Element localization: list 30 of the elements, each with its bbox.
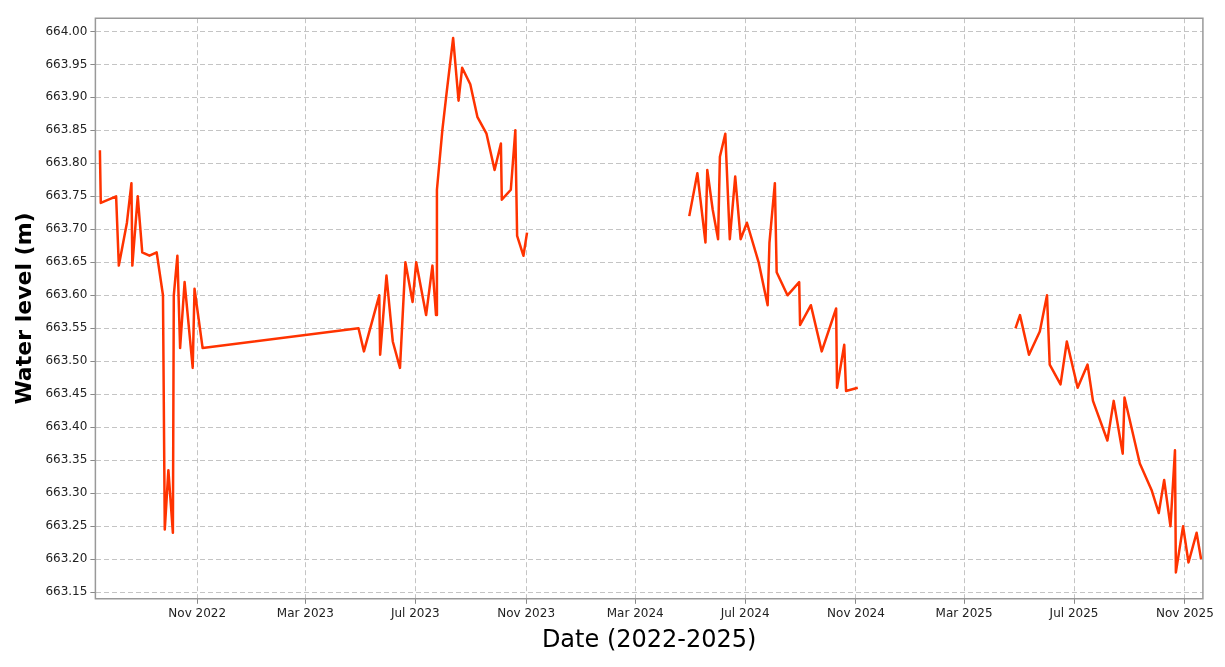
y-tick-label: 663.15 [45, 584, 88, 599]
y-tick-label: 663.40 [45, 419, 88, 434]
y-tick-label: 663.85 [45, 122, 88, 137]
y-tick-label: 663.45 [45, 386, 88, 401]
x-tick-label: Nov 2024 [827, 606, 885, 621]
x-tick-label: Mar 2023 [276, 606, 334, 621]
y-tick-label: 663.30 [45, 485, 88, 500]
x-tick-label: Nov 2023 [497, 606, 556, 621]
x-tick-label: Jul 2024 [719, 606, 770, 621]
y-tick-label: 663.25 [45, 518, 88, 533]
y-tick-label: 663.70 [45, 221, 88, 236]
y-tick-label: 663.55 [45, 320, 88, 335]
y-tick-label: 663.35 [45, 452, 88, 467]
y-tick-label: 664.00 [45, 23, 88, 38]
x-tick-label: Mar 2025 [935, 606, 993, 621]
x-tick-label: Nov 2022 [168, 606, 227, 621]
y-tick-label: 663.80 [45, 155, 88, 170]
y-axis-title: Water level (m) [10, 212, 36, 405]
x-tick-label: Mar 2024 [606, 606, 664, 621]
y-tick-label: 663.65 [45, 254, 88, 269]
y-tick-label: 663.95 [45, 56, 88, 71]
y-tick-label: 663.60 [45, 287, 88, 302]
y-tick-label: 663.90 [45, 89, 88, 104]
x-axis-title: Date (2022-2025) [541, 624, 757, 653]
x-tick-label: Jul 2025 [1048, 606, 1099, 621]
y-tick-label: 663.50 [45, 353, 88, 368]
x-tick-label: Nov 2025 [1155, 606, 1214, 621]
y-tick-label: 663.75 [45, 188, 88, 203]
y-tick-label: 663.20 [45, 551, 88, 566]
x-tick-label: Jul 2023 [389, 606, 440, 621]
